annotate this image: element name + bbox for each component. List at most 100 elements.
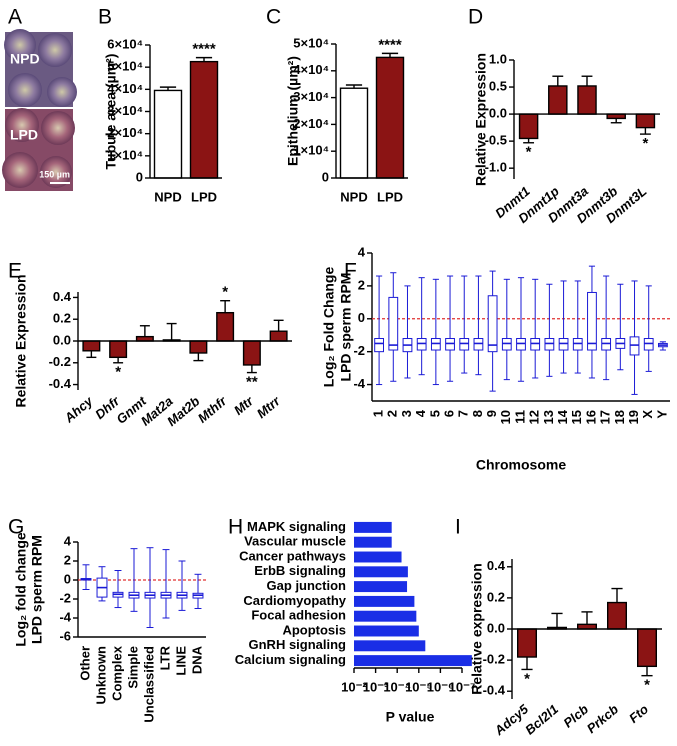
x-tick-label: LINE	[173, 646, 188, 676]
image-label: NPD	[10, 51, 40, 67]
y-tick-label: 4×10⁴	[107, 81, 143, 96]
y-tick-label: 0.0	[487, 620, 505, 635]
box	[473, 338, 484, 351]
y-tick-label: -2	[353, 343, 365, 358]
y-tick-label: 0	[136, 169, 143, 184]
box	[629, 336, 640, 356]
y-tick-label: Vascular muscle	[244, 534, 346, 549]
bar	[518, 113, 539, 140]
box	[487, 295, 498, 353]
y-tick-label: 0	[322, 169, 329, 184]
x-tick-label: Complex	[109, 645, 124, 701]
x-tick-label: X	[640, 410, 655, 419]
y-tick-label: 2	[64, 552, 71, 567]
x-tick-label: Unknown	[93, 646, 108, 705]
bar	[216, 311, 235, 342]
bar	[109, 340, 128, 359]
y-tick-label: MAPK signaling	[247, 519, 346, 534]
significance: **	[246, 374, 258, 391]
y-tick-label: Calcium signaling	[235, 652, 346, 667]
y-tick-label: 0	[64, 571, 71, 586]
panel-letter: H	[228, 516, 243, 539]
significance: *	[115, 364, 121, 381]
y-tick-label: 1×10⁴	[293, 143, 329, 158]
x-tick-label: LPD	[191, 189, 217, 204]
box	[643, 338, 654, 351]
bar	[375, 56, 405, 179]
x-tick-label: 14	[555, 409, 570, 424]
bar	[354, 536, 392, 548]
y-axis-label: Log₂ fold change	[13, 532, 29, 647]
x-tick-label: Mtr	[231, 393, 257, 418]
bar	[354, 551, 402, 563]
bar	[189, 60, 219, 179]
bar	[339, 87, 369, 179]
panel-letter: D	[468, 6, 483, 29]
bar	[517, 628, 538, 658]
y-tick-label: 0.2	[53, 311, 71, 326]
bar	[242, 340, 261, 366]
y-tick-label: Cancer pathways	[239, 548, 346, 563]
box	[445, 338, 455, 351]
y-tick-label: -4	[59, 609, 71, 624]
significance: *	[526, 144, 532, 161]
bar	[577, 85, 597, 115]
x-tick-label: Adcy5	[491, 701, 532, 739]
image-label: LPD	[10, 127, 38, 143]
y-tick-label: Apoptosis	[282, 622, 346, 637]
y-axis-label: LPD sperm RPM	[29, 535, 45, 644]
y-tick-label: 4	[64, 533, 72, 548]
box	[558, 338, 569, 351]
x-tick-label: 10⁻²	[341, 679, 367, 694]
y-tick-label: 4×10⁴	[293, 62, 329, 77]
x-tick-label: 5	[427, 410, 442, 417]
box	[530, 338, 541, 351]
x-tick-label: Fto	[626, 701, 651, 726]
scale-bar-label: 150 µm	[39, 169, 70, 179]
y-tick-label: -0.2	[49, 354, 71, 369]
bar	[269, 330, 288, 342]
x-tick-label: 11	[512, 410, 527, 424]
box	[416, 338, 427, 351]
y-tick-label: 0	[358, 310, 365, 325]
x-tick-label: Mthfr	[195, 393, 230, 426]
x-tick-label: 7	[456, 410, 471, 417]
y-tick-label: 5×10⁴	[107, 59, 143, 74]
y-tick-label: 2	[358, 277, 365, 292]
x-tick-label: Other	[77, 646, 92, 681]
y-tick-label: 0.4	[487, 558, 506, 573]
box	[459, 338, 470, 351]
y-tick-label: 6×10⁴	[107, 36, 143, 51]
y-tick-label: ErbB signaling	[254, 563, 346, 578]
y-tick-label: -6	[59, 628, 71, 643]
y-axis-label: LPD sperm RPM	[338, 273, 354, 382]
x-tick-label: NPD	[154, 189, 181, 204]
x-tick-label: Prkcb	[584, 701, 621, 736]
significance: *	[644, 677, 650, 694]
x-tick-label: 12	[527, 410, 542, 424]
x-tick-label: 10	[498, 410, 513, 424]
panel-letter: C	[266, 6, 281, 29]
significance: *	[524, 670, 530, 687]
y-tick-label: -0.4	[483, 683, 506, 698]
y-tick-label: 1×10⁴	[107, 147, 143, 162]
bar	[153, 89, 183, 179]
y-tick-label: 3×10⁴	[293, 89, 329, 104]
y-tick-label: 1.0	[489, 51, 507, 66]
x-tick-label: 8	[470, 410, 485, 417]
panel-letter: I	[455, 516, 461, 539]
x-tick-label: 3	[399, 410, 414, 417]
box	[430, 338, 441, 351]
y-tick-label: 5×10⁴	[293, 35, 329, 50]
x-tick-label: 6	[441, 410, 456, 417]
bar	[354, 625, 419, 637]
x-tick-label: 10⁻⁵	[405, 679, 432, 694]
x-tick-label: Ahcy	[61, 393, 96, 426]
x-tick-label: 16	[583, 410, 598, 424]
panel-letter: A	[8, 6, 22, 29]
bar	[354, 610, 417, 622]
y-tick-label: 0.0	[489, 106, 507, 121]
box	[501, 338, 512, 351]
x-tick-label: Bcl2l1	[522, 701, 561, 737]
x-tick-label: Y	[654, 410, 669, 419]
